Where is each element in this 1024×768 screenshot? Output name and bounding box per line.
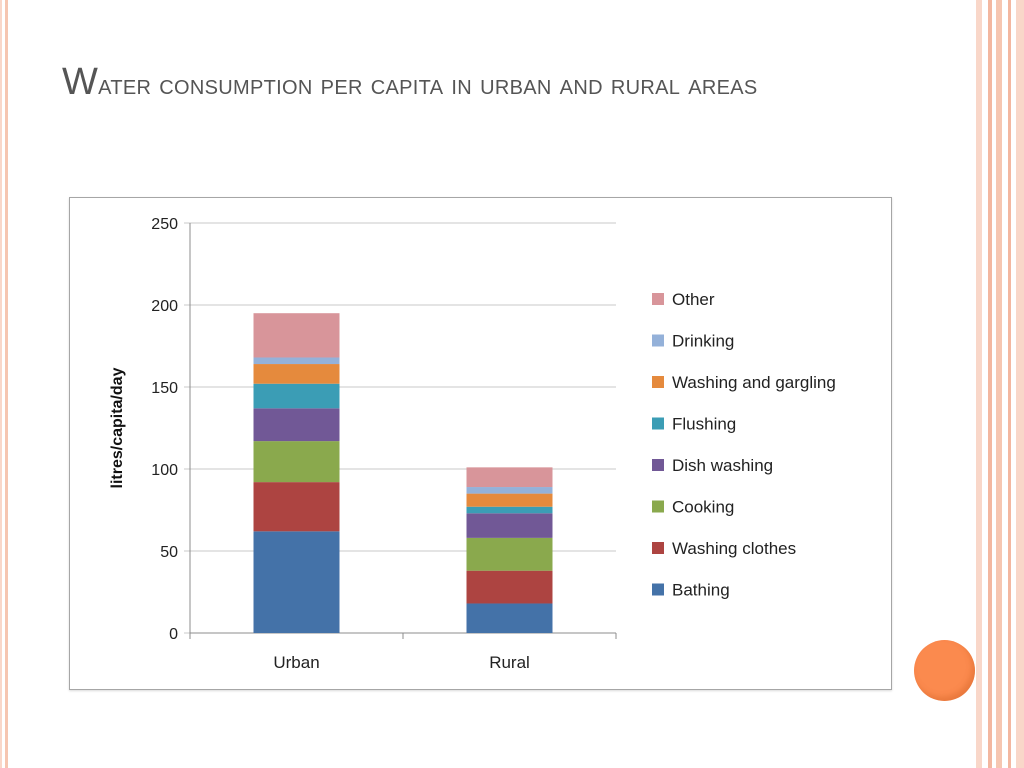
bar-segment (253, 383, 340, 409)
y-tick-label: 50 (160, 544, 178, 561)
bar-segment (253, 313, 340, 358)
border-line-1 (0, 0, 2, 768)
slide-title: Water consumption per capita in urban an… (62, 56, 922, 111)
y-tick-label: 200 (151, 298, 178, 315)
legend-label: Bathing (672, 581, 730, 600)
bar-segment (253, 408, 340, 442)
chart-frame: 0 50 100 150 200 250 Urban Rural litres/capita/d… (69, 197, 892, 690)
bar-segment (253, 441, 340, 483)
legend-swatch (652, 583, 664, 596)
bar-segment (466, 487, 553, 494)
border-line-4 (988, 0, 992, 768)
legend-swatch (652, 334, 664, 347)
legend-swatch (652, 500, 664, 513)
border-line-7 (1016, 0, 1024, 768)
legend-label: Cooking (672, 498, 734, 517)
x-tick-label: Rural (489, 653, 530, 672)
legend-label: Other (672, 290, 715, 309)
border-line-2 (5, 0, 8, 768)
border-line-6 (1008, 0, 1011, 768)
legend-label: Drinking (672, 332, 734, 351)
y-axis-title: litres/capita/day (109, 367, 126, 488)
bar-segment (466, 570, 553, 604)
border-line-5 (996, 0, 1002, 768)
y-tick-label: 0 (169, 626, 178, 643)
legend-label: Flushing (672, 415, 736, 434)
y-tick-label: 250 (151, 216, 178, 233)
legend-label: Washing clothes (672, 539, 796, 558)
bar-segment (253, 531, 340, 633)
legend-swatch (652, 459, 664, 471)
border-line-3 (976, 0, 982, 768)
legend-swatch (652, 376, 664, 388)
legend-swatch (652, 542, 664, 554)
slide-title-initial: W (62, 61, 99, 103)
bar-segment (253, 364, 340, 384)
bar-segment (466, 513, 553, 538)
bar-segment (466, 467, 553, 488)
stacked-bar-chart: 0 50 100 150 200 250 Urban Rural litres/capita/d… (109, 216, 836, 672)
bar-segment (253, 482, 340, 532)
accent-circle (914, 640, 975, 701)
bar-segment (466, 537, 553, 571)
legend-label: Washing and gargling (672, 373, 836, 392)
bar-segment (466, 603, 553, 633)
bar-segment (253, 357, 340, 365)
x-tick-label: Urban (273, 653, 319, 672)
y-tick-label: 100 (151, 462, 178, 479)
legend-swatch (652, 293, 664, 305)
legend-label: Dish washing (672, 456, 773, 475)
slide-title-rest: ater consumption per capita in urban and… (98, 69, 758, 100)
legend-swatch (652, 417, 664, 430)
bar-segment (466, 506, 553, 514)
bar-segment (466, 493, 553, 507)
y-tick-label: 150 (151, 380, 178, 397)
